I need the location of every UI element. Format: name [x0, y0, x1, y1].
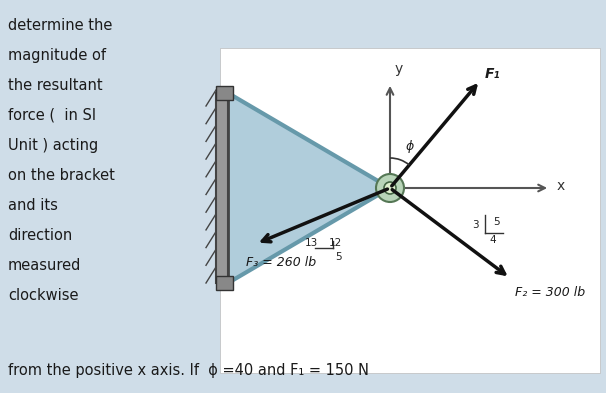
Text: F₂ = 300 lb: F₂ = 300 lb	[515, 286, 585, 299]
Text: force (  in SI: force ( in SI	[8, 108, 96, 123]
Circle shape	[384, 182, 396, 194]
Bar	[216, 93, 228, 283]
Text: determine the: determine the	[8, 18, 112, 33]
Text: 12: 12	[329, 238, 342, 248]
Text: x: x	[557, 179, 565, 193]
Text: the resultant: the resultant	[8, 78, 102, 93]
Text: ϕ: ϕ	[406, 140, 415, 153]
Bar	[216, 86, 233, 100]
Text: 5: 5	[335, 252, 342, 262]
Text: from the positive x axis. If  ϕ =40 and F₁ = 150 N: from the positive x axis. If ϕ =40 and F…	[8, 363, 369, 378]
Text: and its: and its	[8, 198, 58, 213]
Text: 5: 5	[493, 217, 499, 227]
Bar	[220, 48, 600, 373]
Polygon shape	[228, 93, 390, 283]
Circle shape	[376, 174, 404, 202]
Text: measured: measured	[8, 258, 81, 273]
Text: F₃ = 260 lb: F₃ = 260 lb	[246, 256, 316, 269]
Text: Unit ) acting: Unit ) acting	[8, 138, 98, 153]
Bar	[216, 276, 233, 290]
Text: y: y	[395, 62, 403, 76]
Text: direction: direction	[8, 228, 72, 243]
Text: clockwise: clockwise	[8, 288, 79, 303]
Text: on the bracket: on the bracket	[8, 168, 115, 183]
Text: 3: 3	[472, 220, 479, 230]
Text: 13: 13	[305, 238, 318, 248]
Text: 4: 4	[489, 235, 496, 245]
Text: F₁: F₁	[485, 67, 501, 81]
Text: magnitude of: magnitude of	[8, 48, 106, 63]
